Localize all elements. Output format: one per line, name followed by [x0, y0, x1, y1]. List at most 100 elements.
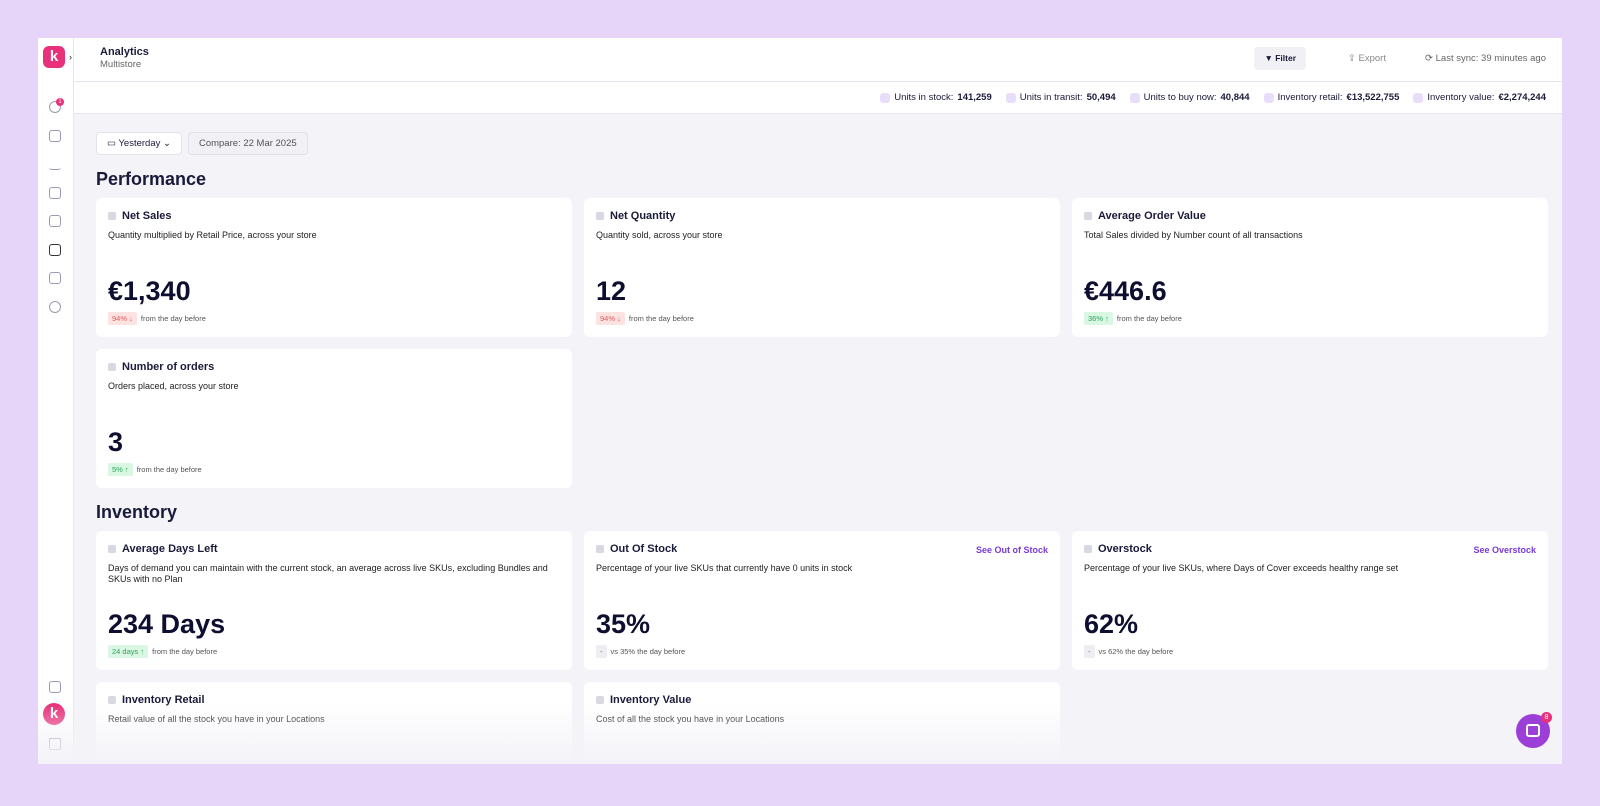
fade — [38, 704, 1562, 764]
stat: Units to buy now: 40,844 — [1129, 92, 1250, 103]
change-note: from the day before — [136, 465, 202, 474]
card-header: Net Quantity — [596, 210, 1048, 222]
section-title: Performance — [96, 169, 207, 189]
stat-label: Inventory retail: — [1277, 92, 1343, 103]
change-badge: - — [596, 645, 607, 658]
filter-button[interactable]: ▼ Filter — [1254, 47, 1306, 70]
card-description: Quantity sold, across your store — [596, 230, 723, 240]
card-description: Quantity multiplied by Retail Price, acr… — [108, 230, 317, 240]
card-value: €1,340 — [108, 276, 191, 306]
stat: Units in transit: 50,494 — [1005, 92, 1116, 103]
nav-icon[interactable] — [49, 272, 61, 284]
gift-icon[interactable] — [49, 681, 61, 693]
export-button[interactable]: ⇪ Export — [1347, 53, 1386, 64]
stat: Units in stock: 141,259 — [880, 92, 992, 103]
card-change: 94% ↓ from the day before — [108, 312, 206, 325]
section-title: Inventory — [96, 502, 178, 522]
page-title: Analytics — [100, 46, 149, 58]
stat-value: 50,494 — [1086, 92, 1116, 103]
metric-card: Overstock See Overstock Percentage of your… — [1072, 531, 1548, 670]
nav-icon[interactable] — [49, 215, 61, 227]
card-header: Inventory Value — [596, 694, 1048, 706]
card-title: Net Quantity — [610, 210, 676, 222]
card-change: 94% ↓ from the day before — [596, 312, 694, 325]
card-title: Average Order Value — [1098, 210, 1206, 222]
stat-icon — [1413, 92, 1424, 103]
card-link[interactable]: See Overstock — [1473, 545, 1536, 555]
stat: Inventory retail: €13,522,755 — [1263, 92, 1399, 103]
card-value: 35% — [596, 609, 651, 639]
card-header: Net Sales — [108, 210, 560, 222]
page-subtitle: Multistore — [100, 59, 142, 70]
change-note: from the day before — [1116, 314, 1182, 323]
filters: ▭ Yesterday ⌄ Compare: 22 Mar 2025 — [96, 132, 1549, 155]
stat-icon — [1005, 92, 1016, 103]
stat-value: 141,259 — [957, 92, 992, 103]
change-note: from the day before — [628, 314, 694, 323]
card-value: 3 — [108, 427, 124, 457]
sync-label: Last sync: 39 minutes ago — [1435, 53, 1546, 64]
expand[interactable]: › — [69, 52, 72, 62]
logo[interactable]: k — [43, 46, 65, 68]
card-title: Number of orders — [122, 361, 215, 373]
metric-card: Net Sales Quantity multiplied by Retail P… — [96, 198, 572, 337]
card-header: Inventory Retail — [108, 694, 560, 706]
info-icon — [1084, 545, 1092, 553]
sections: Performance Net Sales Quantity multiplied … — [96, 169, 1549, 764]
stats-bar: Units in stock: 141,259 Units in transit: 5… — [74, 82, 1562, 114]
card-change: - vs 35% the day before — [596, 645, 685, 658]
change-badge: 36% ↑ — [1084, 312, 1113, 325]
card-header: Average Order Value — [1084, 210, 1536, 222]
change-badge: 94% ↓ — [596, 312, 625, 325]
card-grid: Net Sales Quantity multiplied by Retail P… — [96, 198, 1549, 488]
card-value: 62% — [1084, 609, 1139, 639]
info-icon — [108, 212, 116, 220]
chat-button[interactable]: 8 — [1516, 712, 1552, 748]
change-badge: 5% ↑ — [108, 463, 133, 476]
info-icon — [596, 696, 604, 704]
card-title: Inventory Value — [610, 694, 692, 706]
nav-icon[interactable] — [49, 158, 61, 170]
metric-card: Out Of Stock See Out of Stock Percentage o… — [584, 531, 1060, 670]
nav-icon[interactable] — [49, 301, 61, 313]
filter-label: Filter — [1275, 53, 1296, 63]
compare-button[interactable]: Compare: 22 Mar 2025 — [187, 132, 308, 155]
change-note: from the day before — [140, 314, 206, 323]
card-title: Average Days Left — [122, 543, 218, 555]
metric-card: Average Order Value Total Sales divided b… — [1072, 198, 1548, 337]
badge: 1 — [56, 98, 64, 106]
info-icon — [596, 545, 604, 553]
card-description: Days of demand you can maintain with the… — [108, 563, 548, 584]
card-value: 12 — [596, 276, 627, 306]
nav-icon[interactable] — [49, 130, 61, 142]
stat-label: Inventory value: — [1427, 92, 1495, 103]
card-header: Average Days Left — [108, 543, 560, 555]
card-change: 36% ↑ from the day before — [1084, 312, 1182, 325]
content: ▭ Yesterday ⌄ Compare: 22 Mar 2025 Perfor… — [74, 114, 1562, 764]
period-select[interactable]: ▭ Yesterday ⌄ — [96, 132, 182, 155]
app: k › 1 k Analytics Multistore ▼ Filter ⇪ … — [38, 38, 1562, 764]
nav-icon[interactable] — [49, 101, 61, 113]
change-badge: 94% ↓ — [108, 312, 137, 325]
change-badge: - — [1084, 645, 1095, 658]
nav-icon[interactable] — [49, 187, 61, 199]
card-change: 24 days ↑ from the day before — [108, 645, 217, 658]
card-header: Number of orders — [108, 361, 560, 373]
change-note: vs 35% the day before — [610, 647, 686, 656]
stat-label: Units in transit: — [1019, 92, 1083, 103]
metric-card: Average Days Left Days of demand you can … — [96, 531, 572, 670]
stat-label: Units in stock: — [894, 92, 954, 103]
card-description: Total Sales divided by Number count of a… — [1084, 230, 1303, 240]
card-title: Net Sales — [122, 210, 172, 222]
info-icon — [108, 363, 116, 371]
card-title: Out Of Stock — [610, 543, 678, 555]
chat-badge: 8 — [1541, 712, 1552, 723]
nav-icon[interactable] — [49, 244, 61, 256]
metric-card: Number of orders Orders placed, across yo… — [96, 349, 572, 488]
card-link[interactable]: See Out of Stock — [975, 545, 1048, 555]
stat-label: Units to buy now: — [1143, 92, 1217, 103]
stat-icon — [1129, 92, 1140, 103]
card-header: Overstock — [1084, 543, 1536, 555]
card-header: Out Of Stock — [596, 543, 1048, 555]
